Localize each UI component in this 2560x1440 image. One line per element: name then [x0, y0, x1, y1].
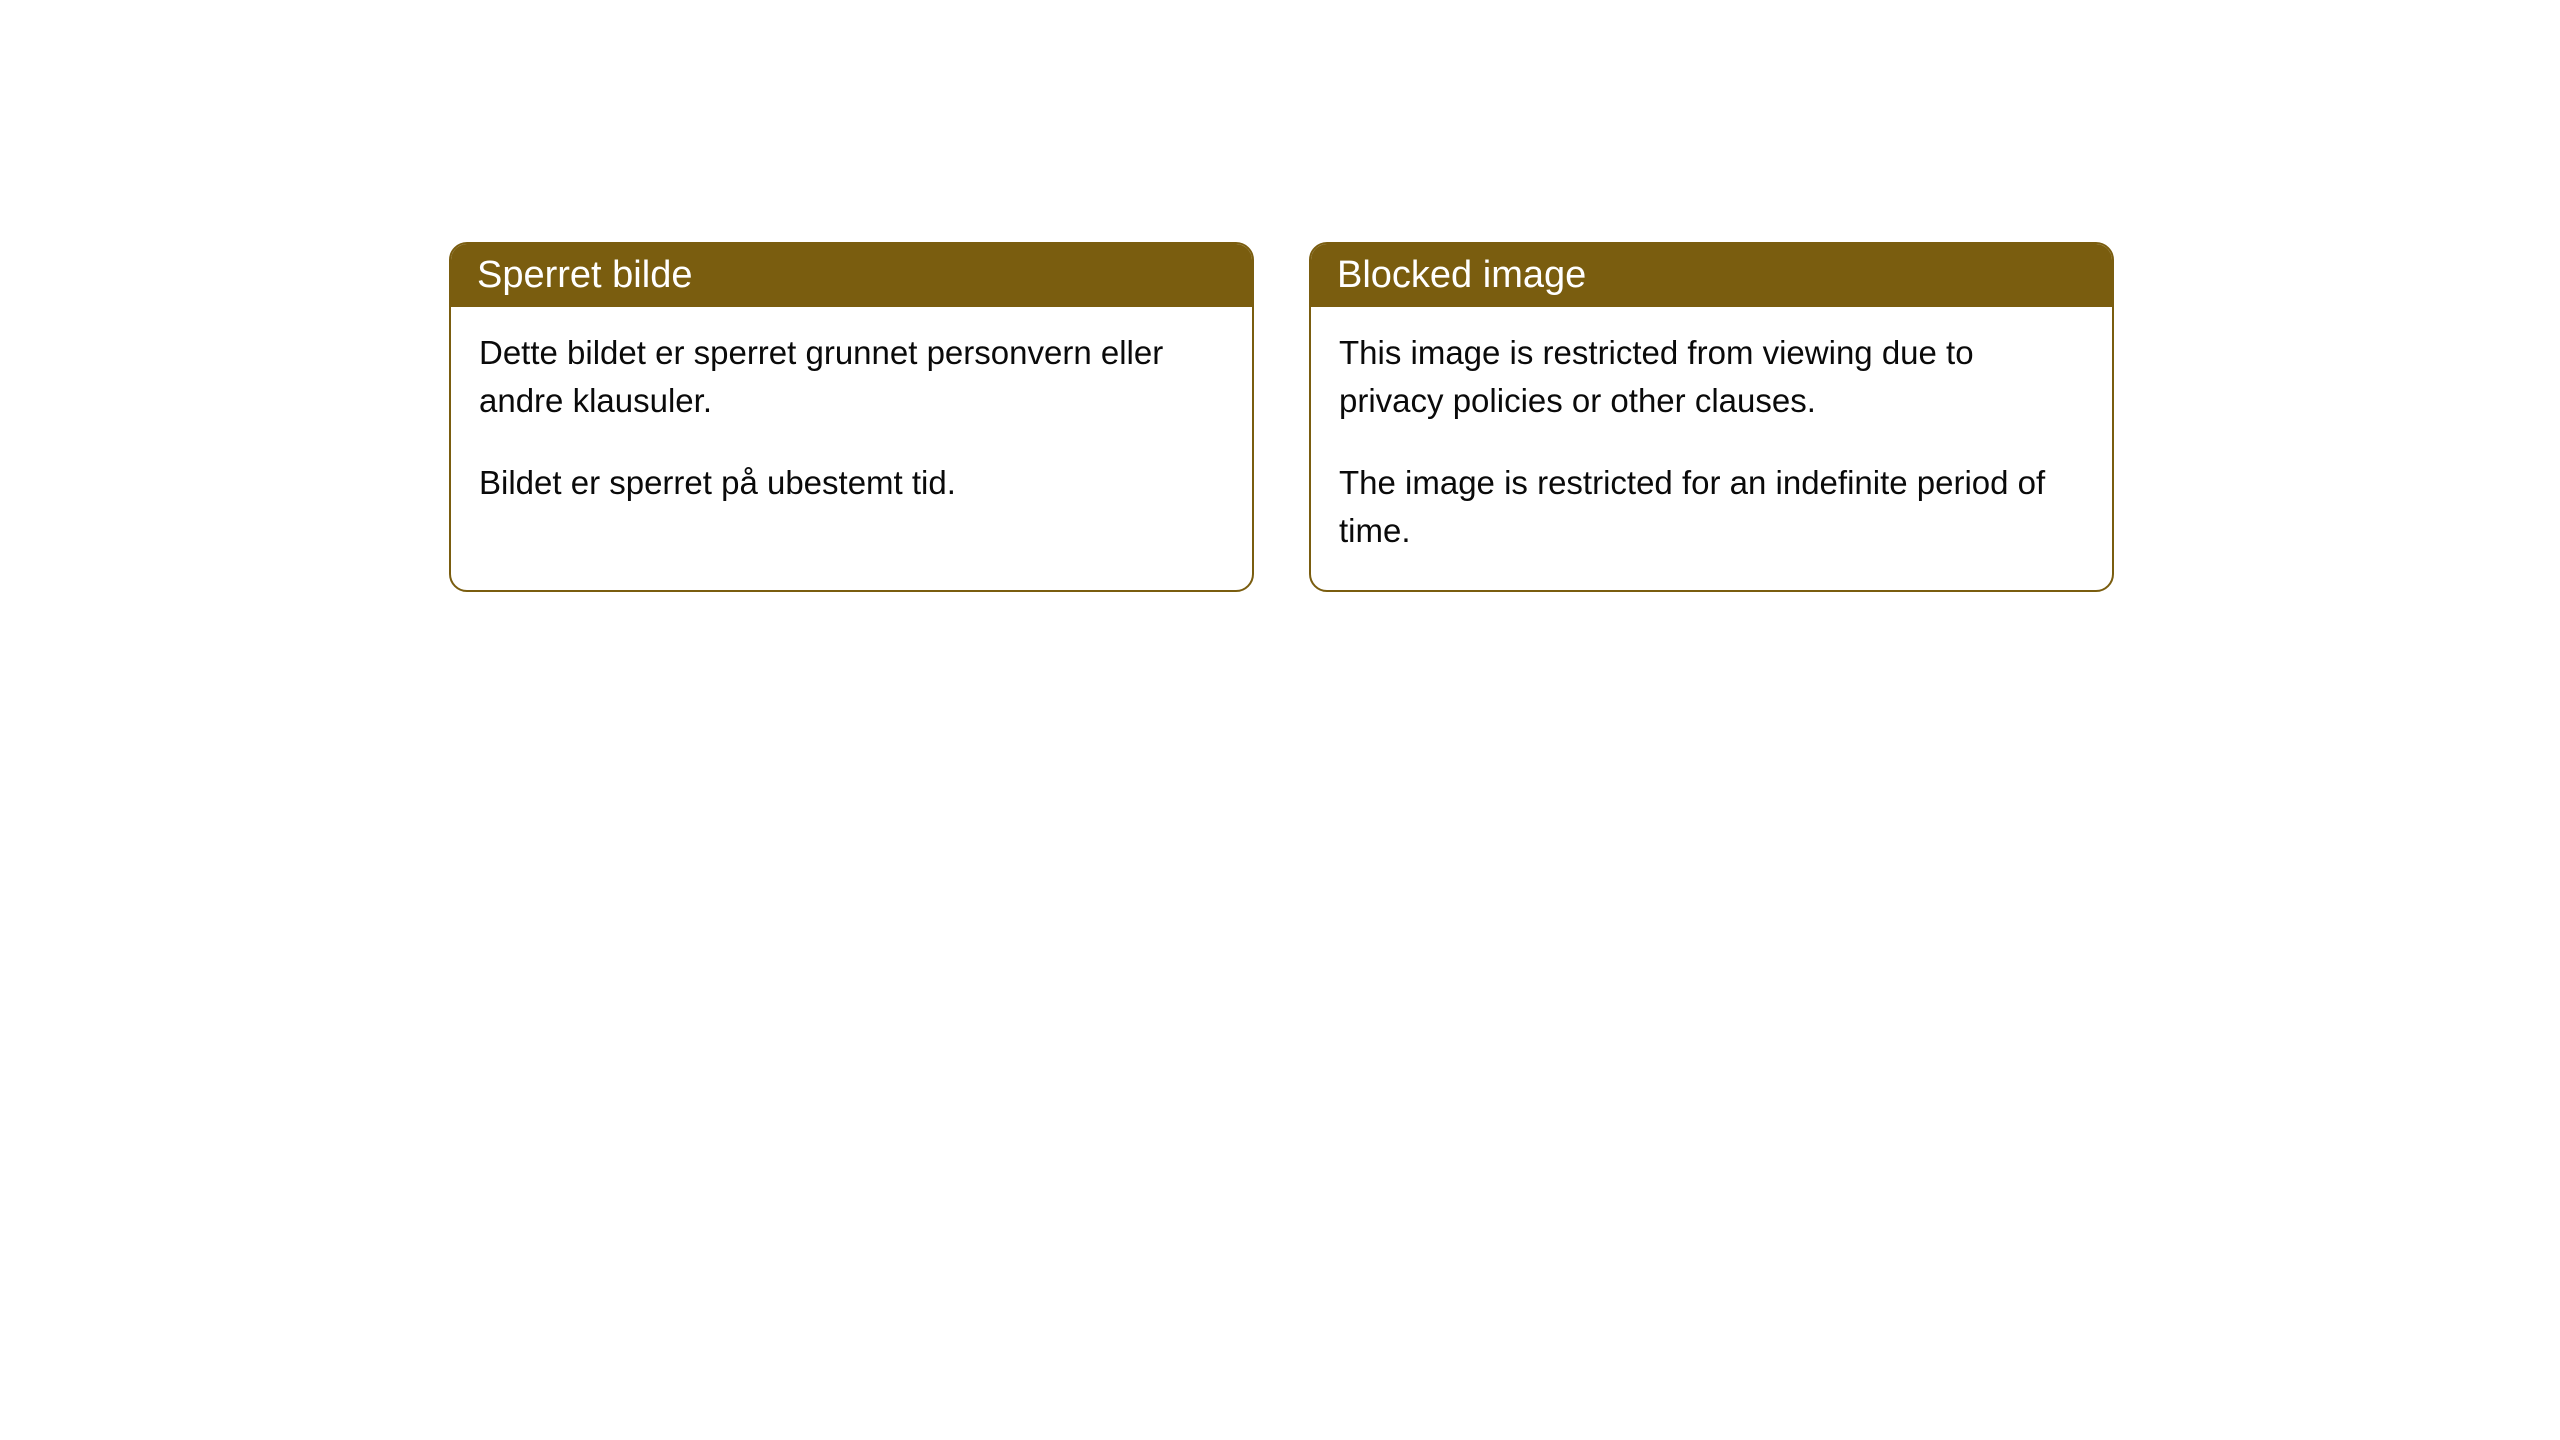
- card-body: Dette bildet er sperret grunnet personve…: [451, 307, 1252, 543]
- card-text-line-2: The image is restricted for an indefinit…: [1339, 459, 2084, 555]
- card-header: Sperret bilde: [451, 244, 1252, 307]
- card-header: Blocked image: [1311, 244, 2112, 307]
- card-text-line-1: Dette bildet er sperret grunnet personve…: [479, 329, 1224, 425]
- card-text-line-2: Bildet er sperret på ubestemt tid.: [479, 459, 1224, 507]
- notice-card-norwegian: Sperret bilde Dette bildet er sperret gr…: [449, 242, 1254, 592]
- notice-cards-container: Sperret bilde Dette bildet er sperret gr…: [449, 242, 2114, 592]
- card-title: Sperret bilde: [477, 254, 692, 296]
- card-body: This image is restricted from viewing du…: [1311, 307, 2112, 590]
- notice-card-english: Blocked image This image is restricted f…: [1309, 242, 2114, 592]
- card-title: Blocked image: [1337, 254, 1586, 296]
- card-text-line-1: This image is restricted from viewing du…: [1339, 329, 2084, 425]
